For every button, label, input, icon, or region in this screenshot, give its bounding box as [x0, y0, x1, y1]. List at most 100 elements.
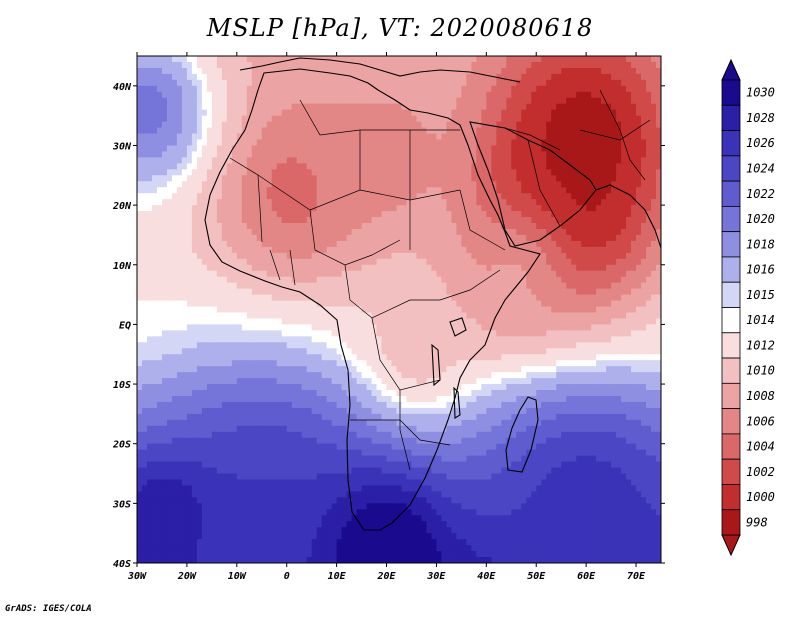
- field-cell: [141, 163, 148, 170]
- field-cell: [516, 187, 522, 194]
- field-cell: [266, 121, 273, 129]
- field-cell: [546, 306, 552, 314]
- field-cell: [516, 139, 522, 147]
- field-cell: [231, 318, 238, 326]
- field-cell: [566, 109, 572, 117]
- field-cell: [456, 324, 462, 331]
- field-cell: [286, 175, 293, 182]
- field-cell: [331, 312, 338, 320]
- field-cell: [641, 85, 647, 93]
- field-cell: [496, 163, 502, 170]
- field-cell: [266, 330, 273, 337]
- field-cell: [436, 67, 443, 75]
- field-cell: [481, 169, 487, 176]
- field-cell: [586, 294, 592, 302]
- field-cell: [451, 61, 457, 69]
- field-cell: [456, 85, 462, 93]
- field-cell: [326, 127, 333, 135]
- field-cell: [296, 187, 303, 194]
- field-cell: [466, 139, 472, 147]
- field-cell: [506, 234, 512, 242]
- field-cell: [556, 56, 562, 63]
- field-cell: [496, 157, 502, 164]
- field-cell: [496, 300, 502, 308]
- field-cell: [226, 181, 233, 188]
- field-cell: [561, 252, 567, 260]
- field-cell: [556, 306, 562, 314]
- field-cell: [316, 312, 323, 320]
- field-cell: [631, 67, 637, 75]
- field-cell: [511, 234, 517, 242]
- field-cell: [351, 61, 358, 69]
- field-cell: [631, 252, 637, 260]
- field-cell: [636, 145, 642, 153]
- field-cell: [137, 121, 143, 129]
- field-cell: [501, 175, 507, 182]
- field-cell: [451, 270, 457, 278]
- field-cell: [391, 306, 398, 314]
- field-cell: [346, 133, 353, 141]
- field-cell: [281, 79, 288, 87]
- field-cell: [336, 205, 343, 212]
- field-cell: [576, 264, 582, 272]
- field-cell: [356, 73, 363, 81]
- field-cell: [446, 282, 452, 290]
- field-cell: [256, 187, 263, 194]
- field-cell: [371, 270, 378, 278]
- field-cell: [391, 234, 398, 242]
- field-cell: [286, 217, 293, 224]
- field-cell: [381, 282, 388, 290]
- field-cell: [646, 330, 652, 337]
- field-cell: [311, 109, 318, 117]
- field-cell: [211, 115, 218, 123]
- field-cell: [251, 306, 258, 314]
- field-cell: [421, 187, 428, 194]
- field-cell: [346, 300, 353, 308]
- field-cell: [411, 252, 418, 260]
- field-cell: [191, 288, 198, 296]
- field-cell: [601, 324, 607, 331]
- field-cell: [196, 211, 203, 218]
- field-cell: [146, 61, 153, 69]
- field-cell: [271, 246, 278, 254]
- field-cell: [631, 246, 637, 254]
- field-cell: [411, 85, 418, 93]
- field-cell: [436, 258, 443, 266]
- field-cell: [556, 276, 562, 284]
- field-cell: [311, 193, 318, 200]
- field-cell: [176, 139, 183, 147]
- field-cell: [181, 318, 188, 326]
- field-cell: [326, 181, 333, 188]
- field-cell: [616, 246, 622, 254]
- field-cell: [271, 67, 278, 75]
- field-cell: [306, 270, 313, 278]
- field-cell: [291, 282, 298, 290]
- field-cell: [616, 181, 622, 188]
- field-cell: [456, 97, 462, 105]
- field-cell: [646, 276, 652, 284]
- field-cell: [446, 252, 452, 260]
- field-cell: [541, 145, 547, 153]
- field-cell: [501, 193, 507, 200]
- field-cell: [486, 56, 492, 63]
- field-cell: [376, 115, 383, 123]
- field-cell: [151, 61, 158, 69]
- field-cell: [501, 258, 507, 266]
- field-cell: [551, 67, 557, 75]
- field-cell: [641, 318, 647, 326]
- field-cell: [496, 276, 502, 284]
- field-cell: [606, 324, 612, 331]
- field-cell: [371, 133, 378, 141]
- field-cell: [621, 91, 627, 99]
- field-cell: [366, 223, 373, 230]
- field-cell: [656, 300, 661, 308]
- field-cell: [266, 282, 273, 290]
- field-cell: [191, 330, 198, 337]
- field-cell: [481, 91, 487, 99]
- field-cell: [276, 73, 283, 81]
- field-cell: [616, 103, 622, 111]
- field-cell: [531, 252, 537, 260]
- field-cell: [581, 246, 587, 254]
- field-cell: [656, 109, 661, 117]
- field-cell: [311, 91, 318, 99]
